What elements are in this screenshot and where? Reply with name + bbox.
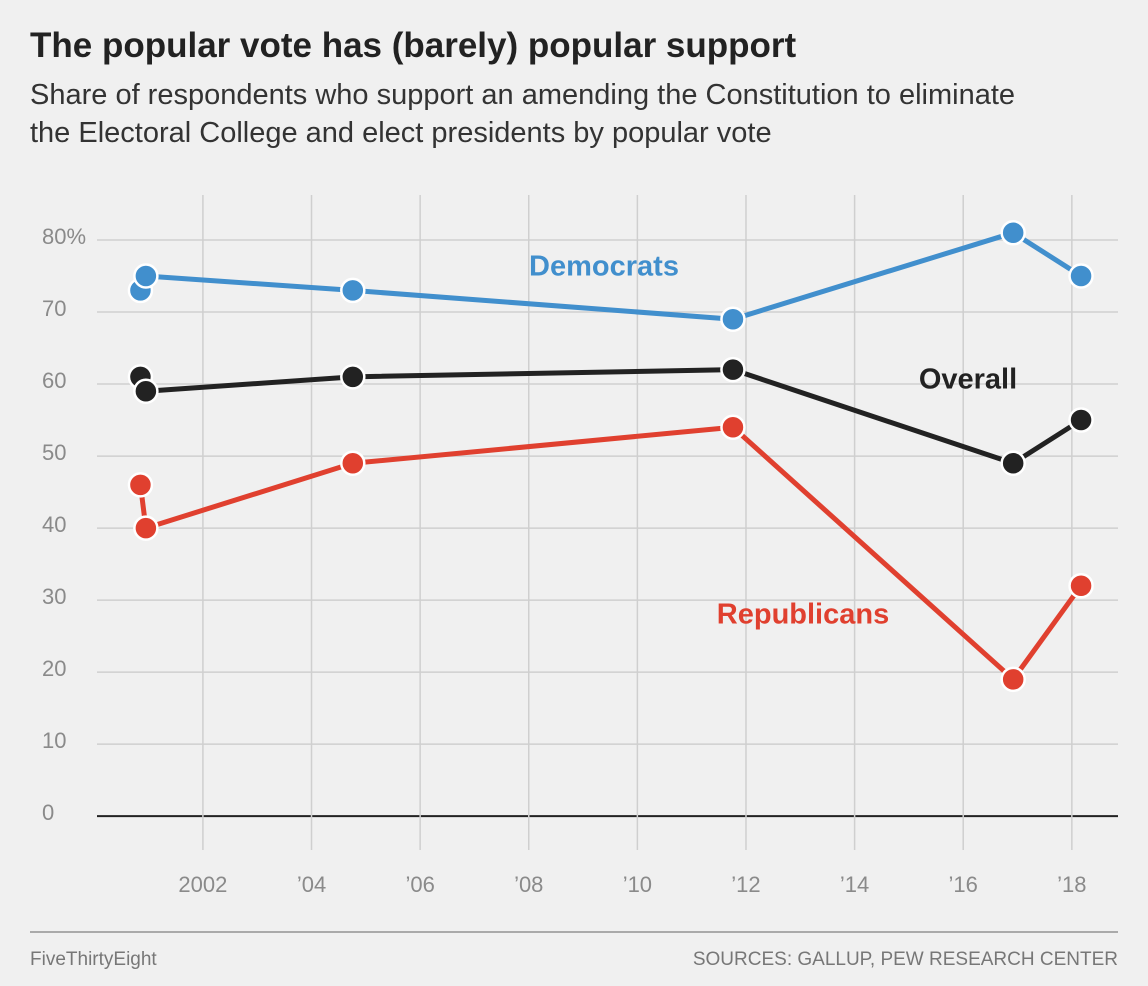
- footer-source: SOURCES: GALLUP, PEW RESEARCH CENTER: [693, 949, 1118, 970]
- data-point: [133, 515, 159, 541]
- x-tick-label: ’12: [731, 872, 760, 897]
- data-point: [133, 378, 159, 404]
- chart-subtitle: Share of respondents who support an amen…: [30, 79, 1016, 149]
- data-point: [1000, 220, 1026, 246]
- y-tick-label: 60: [42, 368, 66, 393]
- x-tick-label: ’04: [297, 872, 326, 897]
- footer-credit: FiveThirtyEight: [30, 949, 157, 970]
- series-label: Democrats: [529, 251, 679, 283]
- y-tick-label: 40: [42, 512, 66, 537]
- x-tick-label: ’18: [1057, 872, 1086, 897]
- y-tick-label: 10: [42, 728, 66, 753]
- x-tick-label: ’06: [405, 872, 434, 897]
- x-tick-label: 2002: [178, 872, 227, 897]
- y-tick-label: 0: [42, 800, 54, 825]
- series-line: [137, 424, 1084, 682]
- data-point: [1068, 572, 1094, 599]
- data-point: [1000, 450, 1026, 477]
- series-label: Republicans: [717, 599, 889, 631]
- data-point: [133, 263, 159, 289]
- x-tick-label: ’14: [840, 872, 869, 897]
- x-tick-label: ’10: [623, 872, 652, 897]
- data-point: [127, 472, 154, 498]
- data-point: [340, 450, 366, 477]
- header: The popular vote has (barely) popular su…: [30, 26, 1070, 152]
- data-point: [340, 364, 366, 390]
- x-tick-label: ’08: [514, 872, 543, 897]
- data-point: [340, 277, 366, 304]
- y-tick-label: 20: [42, 656, 66, 681]
- data-point: [1000, 666, 1026, 693]
- data-point: [720, 306, 746, 332]
- chart-title: The popular vote has (barely) popular su…: [30, 26, 797, 65]
- y-tick-label: 80%: [42, 224, 86, 249]
- series-label: Overall: [919, 364, 1017, 396]
- data-point: [720, 356, 746, 383]
- data-point: [1068, 407, 1094, 433]
- data-point: [720, 414, 746, 441]
- y-tick-label: 70: [42, 296, 66, 321]
- y-tick-label: 30: [42, 584, 66, 609]
- data-point: [1068, 263, 1094, 289]
- y-tick-label: 50: [42, 440, 66, 465]
- x-tick-label: ’16: [949, 872, 978, 897]
